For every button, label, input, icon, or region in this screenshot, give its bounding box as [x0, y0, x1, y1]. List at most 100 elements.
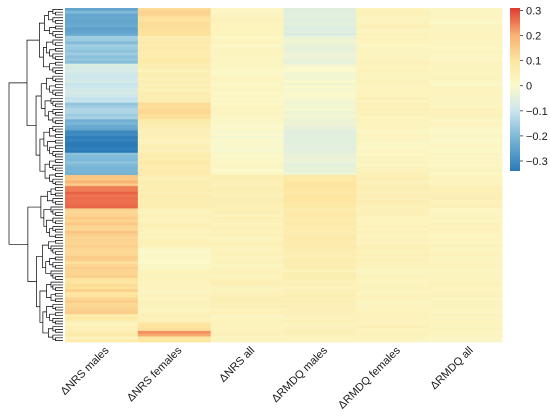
heatmap-cell: [65, 85, 139, 90]
heatmap-cell: [65, 314, 139, 318]
heatmap-cell: [283, 300, 357, 304]
heatmap-cell: [210, 16, 284, 20]
heatmap-cell: [283, 58, 357, 62]
heatmap-cell: [65, 308, 139, 312]
heatmap-cell: [210, 30, 284, 34]
heatmap-cell: [137, 130, 212, 134]
heatmap-cell: [429, 314, 503, 318]
dendrogram-branch: [52, 17, 63, 23]
heatmap-cell: [137, 8, 212, 12]
dendrogram-branch: [55, 256, 63, 261]
heatmap-cell: [356, 328, 430, 332]
heatmap-cell: [356, 308, 430, 312]
heatmap-cell: [356, 275, 430, 279]
heatmap-cell: [356, 147, 430, 151]
heatmap-cell: [65, 172, 139, 176]
heatmap-cell: [65, 339, 139, 343]
heatmap-cell: [210, 88, 284, 92]
heatmap-cell: [210, 261, 284, 265]
heatmap-cell: [65, 66, 139, 70]
heatmap-cell: [137, 163, 212, 168]
heatmap-cell: [429, 222, 503, 226]
heatmap-cell: [356, 264, 430, 268]
dendrogram-branch: [50, 294, 56, 301]
heatmap-cell: [356, 339, 430, 343]
heatmap-cell: [210, 147, 284, 151]
heatmap-cell: [429, 152, 503, 156]
heatmap-cell: [429, 74, 503, 78]
heatmap-cell: [283, 250, 357, 254]
heatmap-cell: [65, 72, 139, 76]
heatmap-cell: [356, 10, 430, 14]
heatmap-cell: [429, 197, 503, 201]
heatmap-cell: [210, 269, 284, 273]
heatmap-cell: [137, 24, 212, 28]
heatmap-cell: [210, 141, 284, 145]
heatmap-cell: [210, 311, 284, 315]
heatmap-cell: [65, 113, 139, 117]
heatmap-cell: [65, 91, 139, 95]
heatmap-cell: [210, 74, 284, 78]
heatmap-cell: [356, 227, 430, 232]
heatmap-cell: [137, 252, 212, 257]
heatmap-cell: [210, 266, 284, 271]
heatmap-cell: [429, 183, 503, 187]
heatmap-cell: [283, 328, 357, 332]
heatmap-cell: [65, 291, 139, 296]
heatmap-cell: [137, 191, 212, 195]
heatmap-cell: [356, 336, 430, 340]
heatmap-cell: [283, 102, 357, 106]
heatmap-cell: [210, 24, 284, 28]
heatmap-cell: [210, 308, 284, 312]
heatmap-cell: [283, 113, 357, 117]
heatmap-cell: [137, 152, 212, 156]
dendrogram-branch: [55, 70, 63, 74]
heatmap-cell: [429, 108, 503, 112]
heatmap-cell: [429, 155, 503, 159]
heatmap-cell: [429, 188, 503, 193]
heatmap-cell: [210, 175, 284, 179]
heatmap-cell: [137, 266, 212, 271]
dendrogram-branch: [52, 226, 63, 232]
heatmap-cell: [429, 77, 503, 81]
heatmap-cell: [137, 233, 212, 237]
heatmap-cell: [137, 49, 212, 53]
dendrogram-branch: [55, 78, 63, 83]
heatmap-cell: [356, 277, 430, 282]
heatmap-cell: [356, 30, 430, 34]
heatmap-cell: [356, 19, 430, 23]
heatmap-cell: [137, 258, 212, 262]
heatmap-cell: [429, 339, 503, 343]
heatmap-cell: [65, 163, 139, 168]
heatmap-cell: [283, 108, 357, 112]
heatmap-cell: [210, 72, 284, 76]
heatmap-cell: [137, 330, 212, 335]
dendrogram-branch: [43, 47, 50, 68]
heatmap-cell: [137, 38, 212, 42]
heatmap-cell: [356, 286, 430, 290]
heatmap-cell: [283, 255, 357, 259]
color-scale-bar: [510, 8, 520, 171]
heatmap-cell: [283, 85, 357, 90]
heatmap-cell: [283, 325, 357, 329]
dendrogram-branch: [52, 39, 63, 45]
dendrogram-branch: [55, 112, 63, 116]
heatmap-cell: [210, 336, 284, 340]
dendrogram-branch: [44, 163, 50, 179]
heatmap-cell: [283, 158, 357, 162]
heatmap-cell: [283, 155, 357, 159]
heatmap-cell: [356, 200, 430, 204]
heatmap-cell: [283, 147, 357, 151]
heatmap-cell: [137, 308, 212, 312]
heatmap-cell: [356, 300, 430, 304]
heatmap-cell: [210, 183, 284, 187]
heatmap-cell: [356, 283, 430, 287]
heatmap-cell: [65, 52, 139, 56]
heatmap-cell: [210, 216, 284, 220]
heatmap-cell: [65, 63, 139, 67]
heatmap-cell: [429, 72, 503, 76]
heatmap-cell: [429, 158, 503, 162]
heatmap-cell: [65, 27, 139, 31]
heatmap-cell: [65, 305, 139, 309]
heatmap-cell: [283, 91, 357, 95]
